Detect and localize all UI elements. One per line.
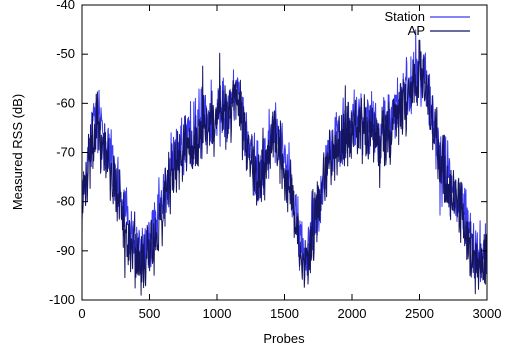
x-axis-label: Probes — [263, 331, 305, 346]
y-tick-label-4: -60 — [56, 95, 75, 110]
y-tick-label-3: -70 — [56, 145, 75, 160]
y-tick-label-5: -50 — [56, 46, 75, 61]
x-tick-label-2: 1000 — [203, 306, 232, 321]
y-tick-label-1: -90 — [56, 243, 75, 258]
x-tick-label-1: 500 — [139, 306, 161, 321]
x-tick-label-5: 2500 — [405, 306, 434, 321]
ticks-layer: 0 500 1000 1500 2000 2500 3000 -100 -90 -80 -70 -60… — [49, 0, 501, 321]
series-layer — [81, 29, 488, 296]
legend-label-1: AP — [408, 23, 425, 38]
y-tick-label-0: -100 — [49, 292, 75, 307]
x-tick-label-6: 3000 — [473, 306, 502, 321]
x-tick-label-4: 2000 — [338, 306, 367, 321]
x-tick-label-3: 1500 — [270, 306, 299, 321]
legend-label-0: Station — [385, 9, 425, 24]
y-axis-label: Measured RSS (dB) — [10, 94, 25, 210]
y-tick-label-6: -40 — [56, 0, 75, 12]
series-line-ap — [81, 39, 488, 296]
y-tick-label-2: -80 — [56, 194, 75, 209]
x-tick-label-0: 0 — [78, 306, 85, 321]
